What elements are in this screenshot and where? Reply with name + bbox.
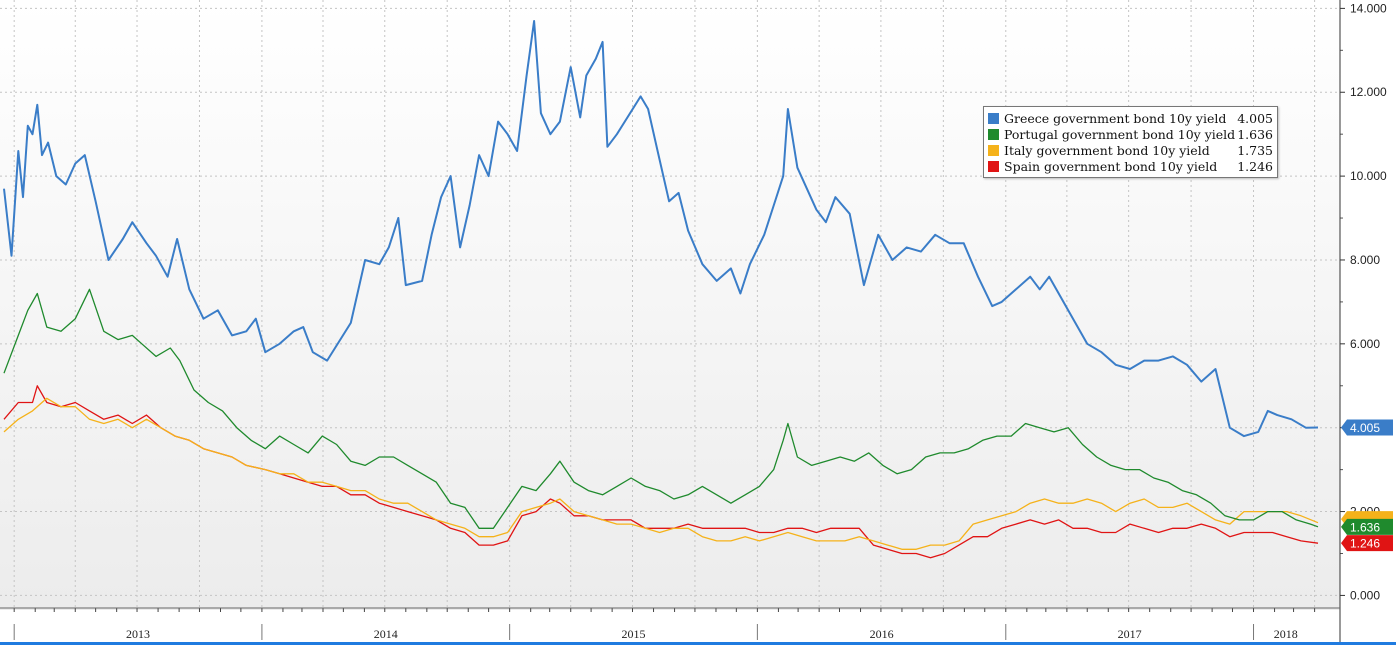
y-tick-label: 10.000 [1350, 169, 1387, 183]
legend-swatch-spain [988, 160, 999, 172]
legend-swatch-greece [988, 112, 999, 124]
flag-shape [1341, 419, 1393, 436]
flag-shape [1341, 535, 1393, 552]
last-value-flag-spain: 1.246 [1341, 535, 1393, 552]
series-lines [3, 20, 1319, 559]
y-tick-label: 0.000 [1350, 588, 1380, 602]
x-year-label: 2018 [1274, 627, 1298, 641]
x-year-label: 2013 [126, 627, 150, 641]
y-tick-label: 8.000 [1350, 253, 1380, 267]
x-year-label: 2014 [374, 627, 398, 641]
legend-label: Greece government bond 10y yield [1004, 110, 1227, 126]
legend-item: Spain government bond 10y yield 1.246 [988, 158, 1273, 174]
legend-label: Spain government bond 10y yield [1004, 158, 1218, 174]
legend-value: 1.246 [1237, 158, 1273, 174]
last-value-flag-portugal: 1.636 [1341, 518, 1393, 535]
last-value-flag-greece: 4.005 [1341, 419, 1393, 436]
series-line-portugal [3, 288, 1319, 529]
y-tick-label: 14.000 [1350, 1, 1387, 15]
legend-value: 4.005 [1237, 110, 1273, 126]
legend-label: Italy government bond 10y yield [1004, 142, 1210, 158]
flag-shape [1341, 518, 1393, 535]
legend-value: 1.735 [1237, 142, 1273, 158]
bottom-accent-bar [0, 642, 1396, 645]
legend-swatch-portugal [988, 128, 999, 140]
legend-swatch-italy [988, 144, 999, 156]
y-tick-label: 6.000 [1350, 337, 1380, 351]
last-value-flags: 4.005 1.636 1.246 [1341, 419, 1393, 552]
legend-item: Portugal government bond 10y yield 1.636 [988, 126, 1273, 142]
grid [0, 0, 1340, 608]
x-axis: 2013 2014 2015 2016 2017 2018 [0, 607, 1396, 645]
legend-item: Greece government bond 10y yield 4.005 [988, 110, 1273, 126]
legend-label: Portugal government bond 10y yield [1004, 126, 1236, 142]
x-year-label: 2016 [870, 627, 894, 641]
series-line-greece [3, 20, 1319, 438]
flag-value: 4.005 [1350, 421, 1380, 435]
series-line-italy [3, 397, 1319, 550]
y-tick-label: 12.000 [1350, 85, 1387, 99]
flag-value: 1.246 [1350, 537, 1380, 551]
x-year-label: 2017 [1118, 627, 1142, 641]
legend: Greece government bond 10y yield 4.005 P… [983, 106, 1278, 178]
x-year-label: 2015 [622, 627, 646, 641]
legend-value: 1.636 [1237, 126, 1273, 142]
plot-background [0, 0, 1340, 610]
legend-item: Italy government bond 10y yield 1.735 [988, 142, 1273, 158]
flag-value: 1.636 [1350, 520, 1380, 534]
